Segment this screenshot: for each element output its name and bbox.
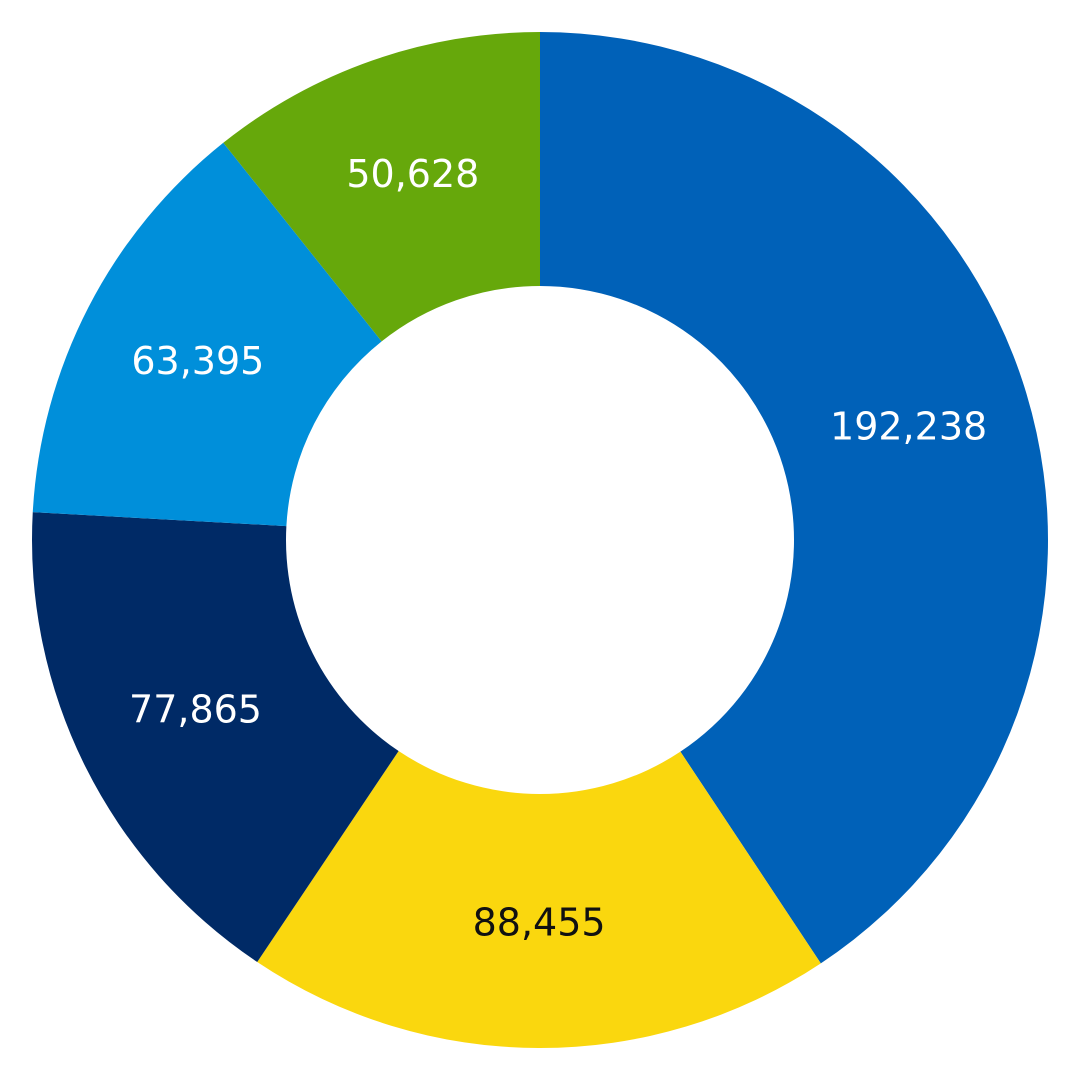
donut-slice-3 [31,512,399,963]
slice-value-label-1: 192,238 [830,404,987,448]
slice-value-label-4: 63,395 [131,339,264,383]
donut-slice-4 [32,142,382,527]
donut-slice-5 [223,32,540,342]
labels-layer: 192,238 88,455 77,865 63,395 50,628 [129,152,987,944]
slice-value-label-2: 88,455 [473,900,606,944]
donut-slice-2 [257,751,821,1048]
donut-slice-1 [540,32,1048,964]
slices-layer [31,32,1048,1048]
slice-value-label-3: 77,865 [129,687,262,731]
slice-value-label-5: 50,628 [346,152,479,196]
